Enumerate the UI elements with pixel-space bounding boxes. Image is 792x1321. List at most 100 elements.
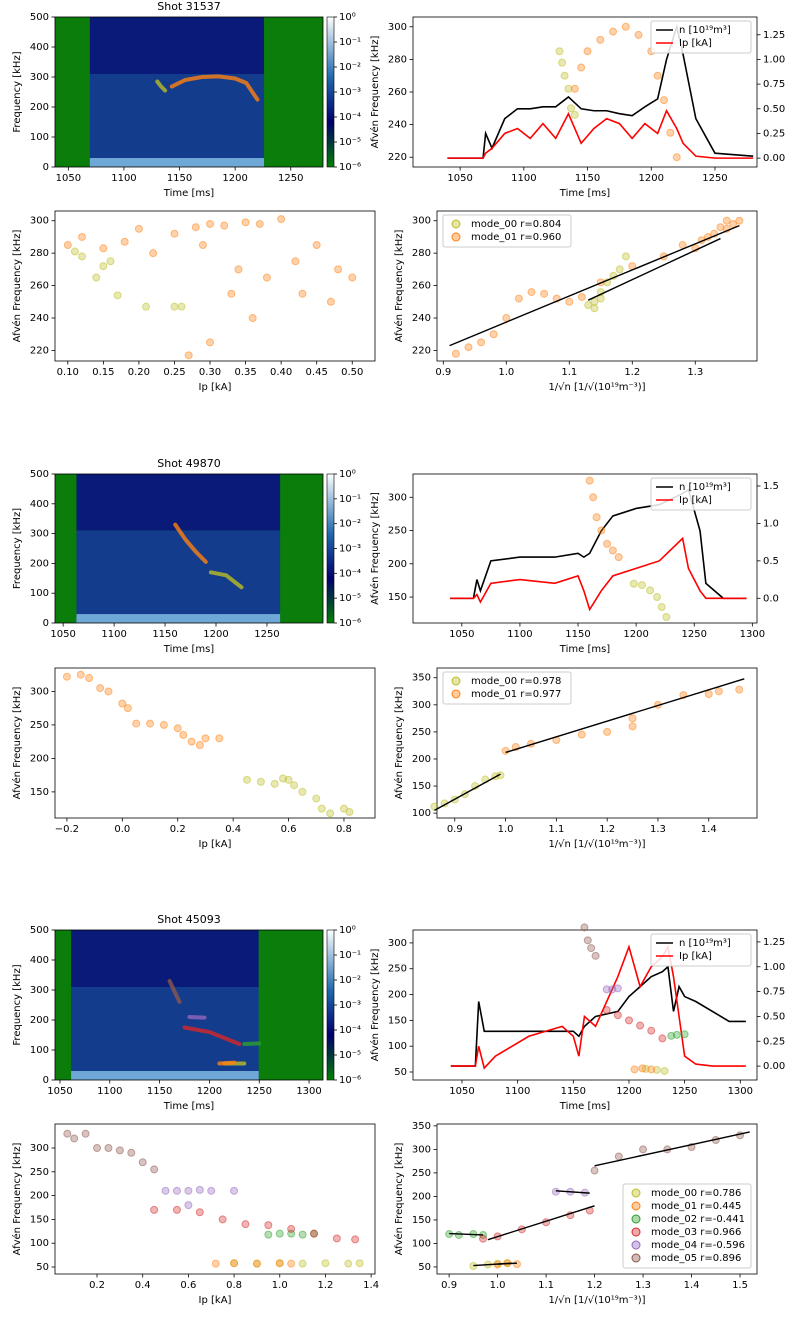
- y2-tick-label: 0.50: [763, 1011, 785, 1022]
- data-point: [704, 689, 713, 698]
- x-tick-label: 0.50: [341, 367, 363, 378]
- data-point: [628, 714, 637, 723]
- data-point: [614, 1152, 623, 1161]
- x-tick-label: 0.20: [128, 367, 150, 378]
- y2-tick-label: 0.75: [763, 987, 785, 998]
- data-point: [104, 1143, 113, 1152]
- y-tick-label: 50: [36, 1262, 49, 1273]
- data-point: [195, 741, 204, 750]
- x-axis-label: Time [ms]: [163, 1101, 215, 1112]
- data-point: [614, 553, 623, 562]
- line-series: [450, 536, 747, 612]
- data-point: [177, 302, 186, 311]
- y-tick-label: 100: [30, 132, 49, 143]
- y-tick-label: 250: [412, 1168, 431, 1179]
- data-point: [298, 289, 307, 298]
- data-point: [584, 301, 593, 310]
- data-point: [590, 1166, 599, 1175]
- mode-trace: [173, 522, 208, 564]
- data-point: [630, 1065, 639, 1074]
- y-tick-label: 200: [412, 754, 431, 765]
- x-tick-label: 1.5: [732, 1280, 748, 1291]
- axes-frame: [54, 929, 324, 1081]
- data-point: [106, 257, 115, 266]
- y-tick-label: 250: [388, 964, 407, 975]
- data-point: [464, 343, 473, 352]
- data-point: [334, 265, 343, 274]
- data-point: [351, 1235, 360, 1244]
- data-point: [76, 670, 85, 679]
- y-tick-label: 300: [30, 1143, 49, 1154]
- y-tick-label: 150: [388, 1015, 407, 1026]
- data-point: [191, 223, 200, 232]
- x-tick-label: 0.35: [234, 367, 256, 378]
- data-point: [680, 1030, 689, 1039]
- data-point: [597, 526, 606, 535]
- y-tick-label: 280: [412, 248, 431, 259]
- data-point: [603, 539, 612, 548]
- axes-frame: [54, 210, 376, 362]
- x-tick-label: 1050: [449, 1086, 474, 1097]
- y-tick-label: 280: [30, 248, 49, 259]
- panel: 10⁰ 10⁻¹ 10⁻² 10⁻³ 10⁻⁴ 10⁻⁵ 10⁻⁶ Shot 31537 105…: [12, 0, 361, 199]
- data-point: [264, 1221, 273, 1230]
- data-point: [312, 241, 321, 250]
- y-axis-label: Afvén Frequency [kHz]: [369, 949, 381, 1062]
- y-tick-label: 100: [30, 588, 49, 599]
- axes-frame: [54, 473, 324, 624]
- data-point: [146, 719, 155, 728]
- data-point: [172, 1186, 181, 1195]
- data-point: [348, 273, 357, 282]
- x-tick-label: 1.3: [687, 367, 703, 378]
- legend-label: mode_04 r=-0.596: [651, 1240, 745, 1251]
- data-point: [666, 128, 675, 137]
- data-point: [138, 1158, 147, 1167]
- x-axis-label: Time [ms]: [163, 644, 215, 655]
- colorbar-tick-label: 10⁻¹: [339, 37, 361, 48]
- y-tick-label: 200: [30, 558, 49, 569]
- axes-frame: [54, 667, 376, 819]
- y-tick-label: 500: [30, 469, 49, 480]
- y-axis-label: Frequency [kHz]: [12, 51, 23, 132]
- legend-label: mode_01 r=0.977: [471, 689, 561, 700]
- data-point: [735, 685, 744, 694]
- y2-tick-label: 1.5: [763, 481, 779, 492]
- y2-tick-label: 1.0: [763, 518, 779, 529]
- data-point: [120, 237, 129, 246]
- colorbar-tick-label: 10⁻²: [339, 519, 361, 530]
- panel: 0.9 1.0 1.1 1.2 1.3 1.4 1.5 50 100 150 200 250 300 35…: [393, 1121, 758, 1306]
- y2-tick-label: 0.5: [763, 556, 779, 567]
- data-point: [179, 730, 188, 739]
- data-point: [150, 1165, 159, 1174]
- data-point: [514, 294, 523, 303]
- x-axis-label: Time [ms]: [163, 188, 215, 199]
- legend-swatch: [451, 676, 461, 686]
- data-point: [170, 302, 179, 311]
- data-point: [227, 289, 236, 298]
- x-tick-label: 0.30: [199, 367, 221, 378]
- data-point: [634, 30, 643, 39]
- colorbar-tick-label: 10⁻⁶: [339, 1075, 361, 1086]
- y-tick-label: 400: [30, 42, 49, 53]
- legend-swatch: [631, 1227, 641, 1237]
- data-point: [662, 613, 671, 622]
- data-point: [564, 84, 573, 93]
- x-tick-label: 0.40: [270, 367, 292, 378]
- data-point: [81, 1129, 90, 1138]
- y-tick-label: 400: [30, 955, 49, 966]
- x-tick-label: 1.2: [624, 367, 640, 378]
- data-point: [184, 1201, 193, 1210]
- data-point: [275, 1229, 284, 1238]
- y-tick-label: 280: [388, 54, 407, 65]
- legend-label: mode_02 r=-0.441: [651, 1214, 745, 1225]
- data-point: [565, 297, 574, 306]
- y2-tick-label: 1.00: [763, 54, 785, 65]
- y-tick-label: 50: [394, 1067, 407, 1078]
- panel: 10⁰ 10⁻¹ 10⁻² 10⁻³ 10⁻⁴ 10⁻⁵ 10⁻⁶ Shot 49870 105…: [12, 457, 361, 655]
- data-point: [279, 774, 288, 783]
- data-point: [230, 1186, 239, 1195]
- colorbar: [326, 929, 335, 1081]
- data-point: [234, 265, 243, 274]
- y-tick-label: 300: [30, 686, 49, 697]
- y-tick-label: 250: [30, 1167, 49, 1178]
